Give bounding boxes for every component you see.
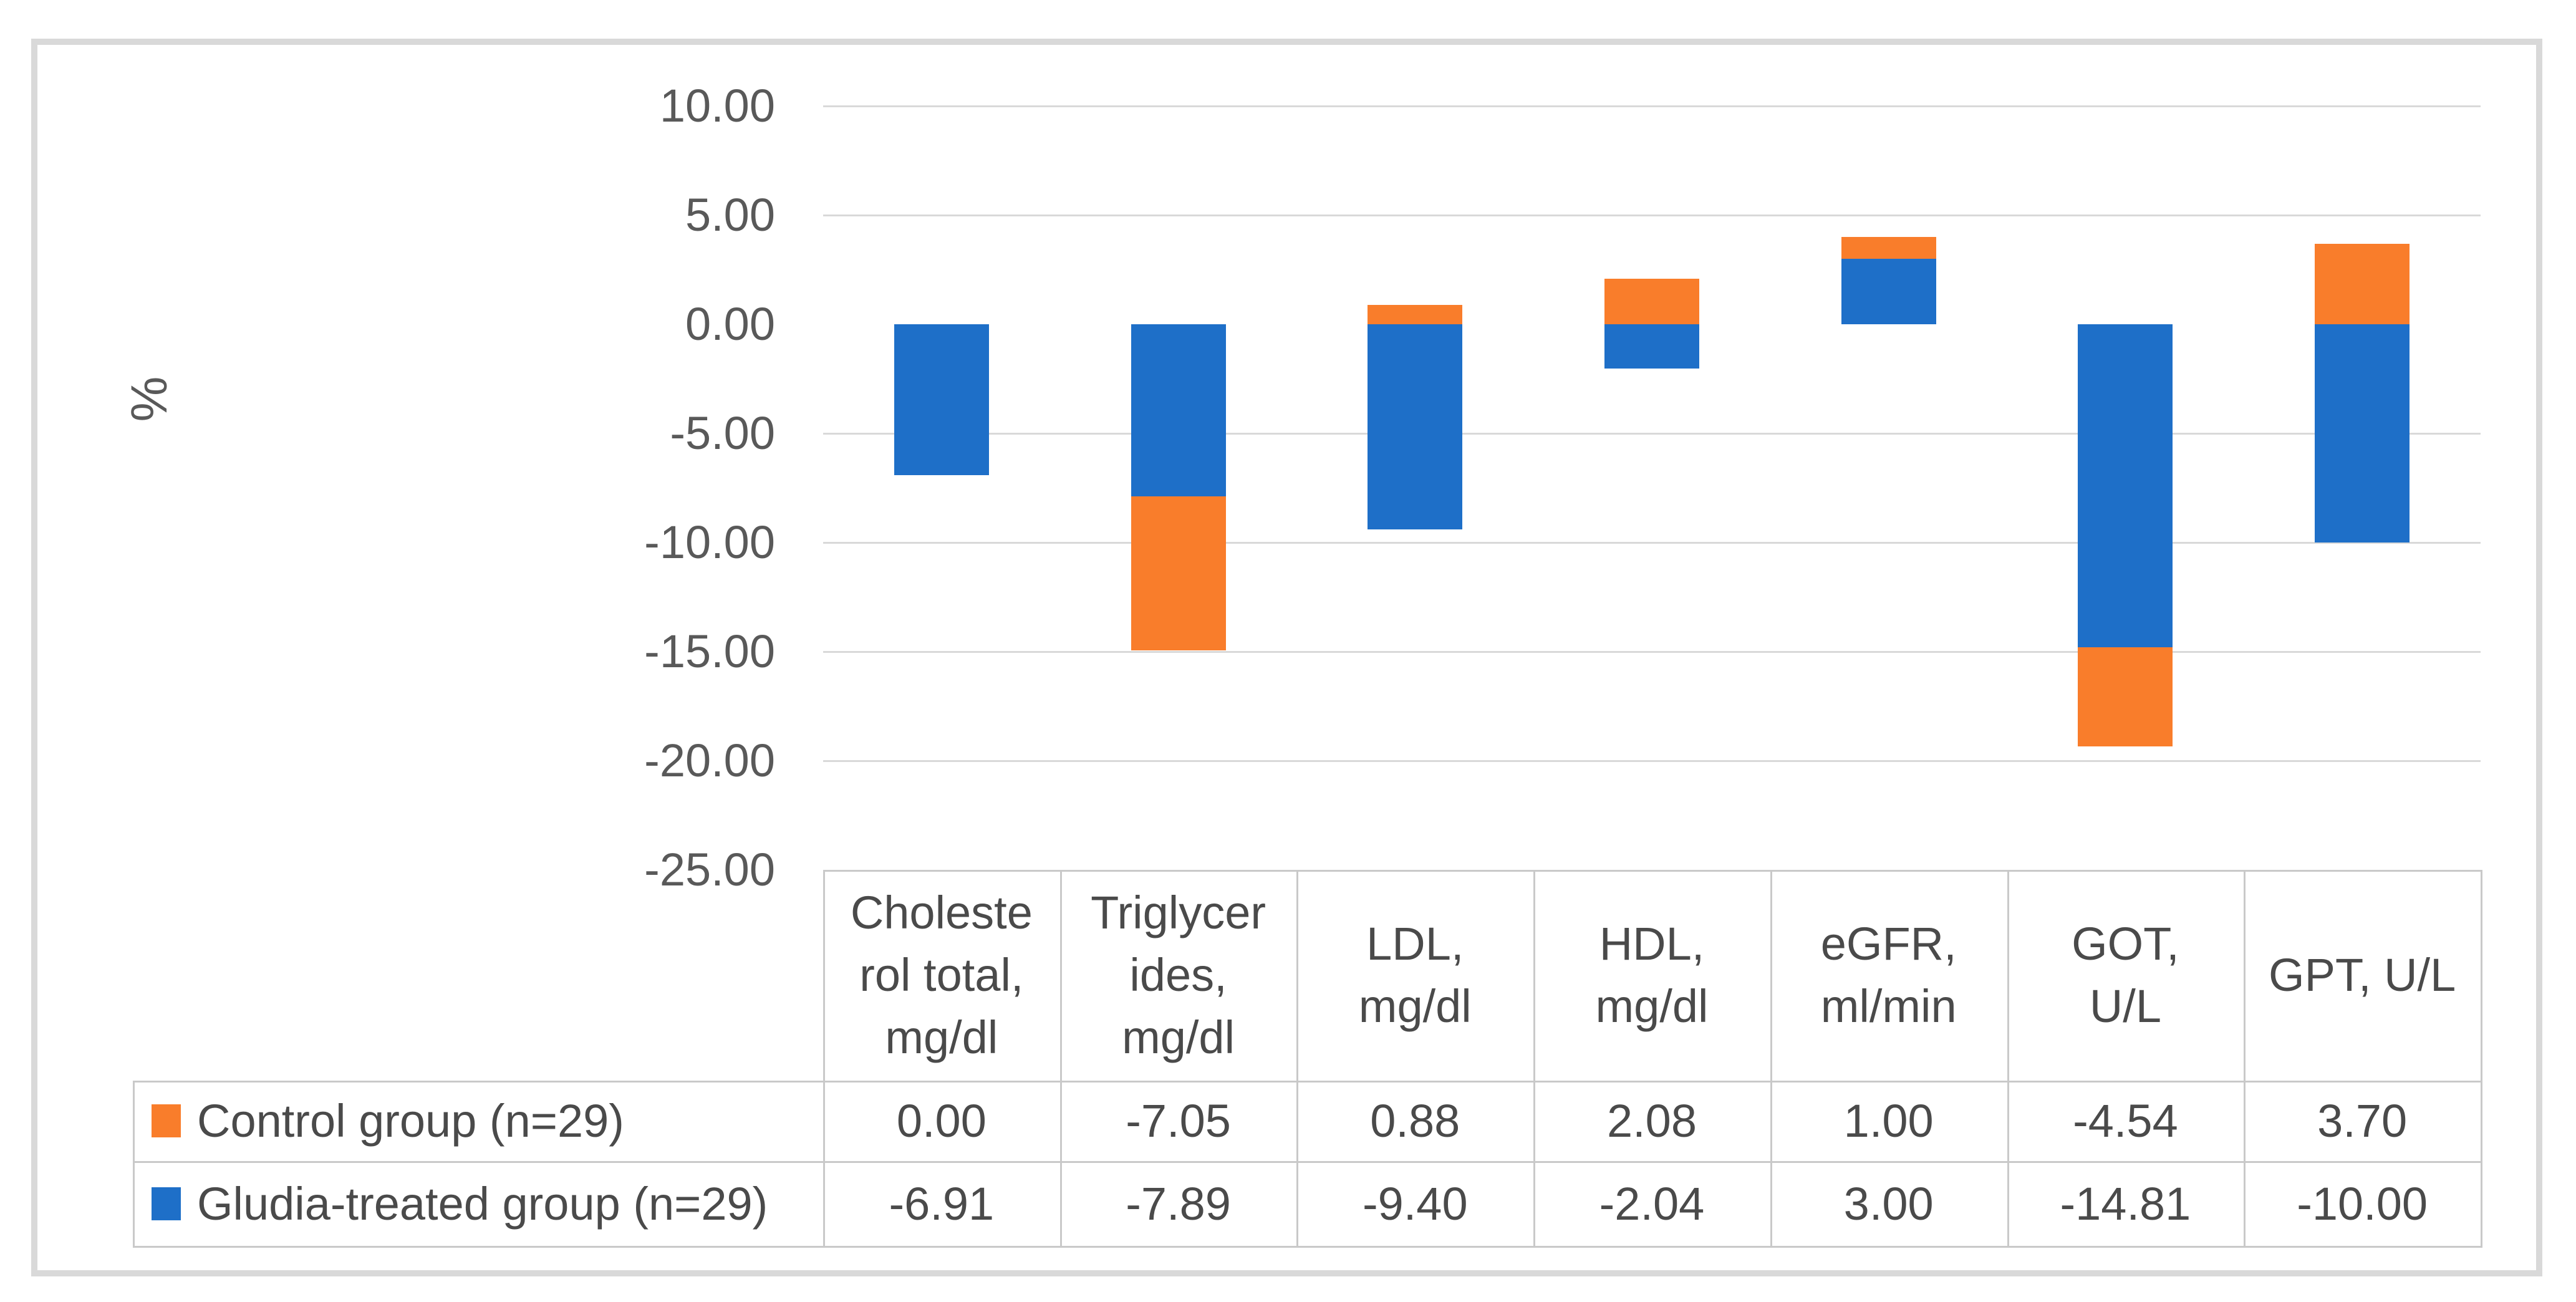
bar-segment-gludia-treated-group-egfr xyxy=(1841,259,1936,324)
table-border-horizontal-1 xyxy=(133,1081,2482,1083)
bar-segment-gludia-treated-group-hdl xyxy=(1604,324,1699,369)
legend-swatch-gludia-treated-group xyxy=(152,1187,181,1220)
bar-segment-control-group-hdl xyxy=(1604,279,1699,324)
gridline--20 xyxy=(823,760,2481,762)
table-border-vertical-8 xyxy=(2481,870,2482,1248)
y-tick-label--15: -15.00 xyxy=(644,625,775,677)
table-border-vertical-2 xyxy=(1059,870,1062,1248)
table-border-vertical-6 xyxy=(2007,870,2009,1248)
table-value-control-group-gpt: 3.70 xyxy=(2317,1095,2408,1147)
table-value-control-group-hdl: 2.08 xyxy=(1606,1095,1697,1147)
table-value-gludia-treated-group-triglycerides: -7.89 xyxy=(1126,1177,1231,1230)
table-value-gludia-treated-group-cholesterol-total: -6.91 xyxy=(889,1177,995,1230)
table-border-top xyxy=(823,870,2482,872)
table-value-gludia-treated-group-got: -14.81 xyxy=(2060,1177,2191,1230)
table-border-vertical-1 xyxy=(823,870,825,1248)
table-header-triglycerides: Triglycer ides, mg/dl xyxy=(1091,887,1266,1063)
table-border-horizontal-2 xyxy=(133,1161,2482,1163)
y-tick-label--10: -10.00 xyxy=(644,516,775,568)
table-border-vertical-3 xyxy=(1296,870,1299,1248)
table-header-egfr: eGFR, ml/min xyxy=(1820,918,1957,1032)
table-border-vertical-4 xyxy=(1533,870,1536,1248)
table-header-gpt: GPT, U/L xyxy=(2269,949,2456,1001)
bar-segment-gludia-treated-group-ldl xyxy=(1368,324,1463,529)
table-header-ldl: LDL, mg/dl xyxy=(1358,918,1472,1032)
gridline-10 xyxy=(823,105,2481,107)
gridline-5 xyxy=(823,215,2481,216)
y-tick-label-5: 5.00 xyxy=(685,189,775,241)
gridline--5 xyxy=(823,433,2481,435)
table-value-control-group-triglycerides: -7.05 xyxy=(1126,1095,1231,1147)
table-value-control-group-ldl: 0.88 xyxy=(1370,1095,1460,1147)
table-header-cholesterol-total: Choleste rol total, mg/dl xyxy=(850,887,1033,1063)
bar-segment-control-group-gpt xyxy=(2315,243,2410,324)
legend-label-control-group: Control group (n=29) xyxy=(197,1095,624,1147)
y-tick-label--25: -25.00 xyxy=(644,844,775,895)
table-header-hdl: HDL, mg/dl xyxy=(1595,918,1709,1032)
table-header-got: GOT, U/L xyxy=(2072,918,2179,1032)
legend-swatch-control-group xyxy=(152,1104,181,1137)
bar-segment-gludia-treated-group-cholesterol-total xyxy=(894,324,989,475)
table-value-gludia-treated-group-egfr: 3.00 xyxy=(1843,1177,1934,1230)
chart-figure: % 10.00 5.00 0.00 -5.00 -10.00 -15.00 -20.00 -2… xyxy=(31,39,2542,1276)
y-tick-label--20: -20.00 xyxy=(644,735,775,786)
bar-segment-gludia-treated-group-gpt xyxy=(2315,324,2410,542)
y-tick-label-0: 0.00 xyxy=(685,298,775,350)
gridline--15 xyxy=(823,651,2481,653)
table-value-control-group-got: -4.54 xyxy=(2073,1095,2178,1147)
y-tick-label--5: -5.00 xyxy=(670,407,775,459)
table-border-vertical-5 xyxy=(1770,870,1772,1248)
bar-segment-gludia-treated-group-triglycerides xyxy=(1131,324,1226,497)
bar-segment-control-group-triglycerides xyxy=(1131,496,1226,650)
table-value-control-group-cholesterol-total: 0.00 xyxy=(896,1095,987,1147)
legend-cell-gludia-treated-group: Gludia-treated group (n=29) xyxy=(133,1161,823,1246)
bar-segment-control-group-egfr xyxy=(1841,237,1936,259)
table-value-gludia-treated-group-gpt: -10.00 xyxy=(2297,1177,2428,1230)
y-tick-label-10: 10.00 xyxy=(659,80,775,132)
table-border-horizontal-3 xyxy=(133,1246,2482,1248)
legend-cell-control-group: Control group (n=29) xyxy=(133,1081,823,1161)
gridline--10 xyxy=(823,542,2481,544)
table-value-gludia-treated-group-ldl: -9.40 xyxy=(1362,1177,1468,1230)
table-border-vertical-7 xyxy=(2244,870,2246,1248)
table-value-gludia-treated-group-hdl: -2.04 xyxy=(1599,1177,1705,1230)
bar-segment-control-group-ldl xyxy=(1368,305,1463,324)
legend-label-gludia-treated-group: Gludia-treated group (n=29) xyxy=(197,1177,768,1230)
bar-segment-control-group-got xyxy=(2078,647,2173,747)
bar-segment-gludia-treated-group-got xyxy=(2078,324,2173,648)
table-value-control-group-egfr: 1.00 xyxy=(1843,1095,1934,1147)
table-border-left xyxy=(133,1081,135,1248)
